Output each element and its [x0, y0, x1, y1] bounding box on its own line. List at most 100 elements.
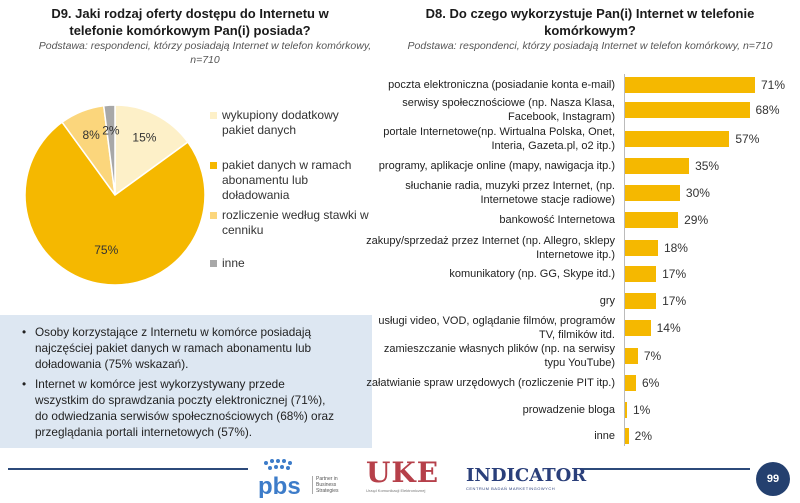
bar-category-label-line: Internetowe stacje radiowe)	[480, 194, 615, 206]
bar-data-label: 1%	[633, 403, 651, 417]
bar-category-label-line: Interia, Gazeta.pl, o2 itp.)	[491, 140, 615, 152]
bar-category-label: programy, aplikacje online (mapy, nawiga…	[340, 159, 615, 173]
pie-slice	[24, 121, 206, 286]
bar-category-label: zakupy/sprzedaż przez Internet (np. Alle…	[340, 234, 615, 262]
bar	[625, 185, 680, 201]
bar-data-label: 14%	[656, 321, 681, 335]
bullet-line: najczęściej pakiet danych w ramach abona…	[35, 341, 312, 355]
pie-data-label: 8%	[82, 128, 100, 142]
bar-data-label: 30%	[685, 186, 710, 200]
bar-data-label: 17%	[662, 294, 687, 308]
bar-category-label-line: Internetowe itp.)	[536, 249, 615, 261]
pie-chart-base-note: Podstawa: respondenci, którzy posiadają …	[38, 40, 372, 66]
bar	[625, 428, 629, 444]
bar-data-label: 6%	[641, 376, 660, 390]
bar	[625, 375, 636, 391]
bar-category-label: słuchanie radia, muzyki przez Internet, …	[340, 179, 615, 207]
indicator-logo: INDICATOR CENTRUM BADAŃ MARKETINGOWYCH	[466, 465, 587, 492]
bar-category-label-line: bankowość Internetowa	[499, 214, 615, 226]
bar-category-label-line: zakupy/sprzedaż przez Internet (np. Alle…	[366, 235, 615, 247]
bar-category-label-line: załatwianie spraw urzędowych (rozliczeni…	[366, 377, 615, 389]
bar-category-label: portale Internetowe(np. Wirtualna Polska…	[340, 125, 615, 153]
bar-chart-base-note: Podstawa: respondenci, którzy posiadają …	[407, 40, 773, 52]
legend-label: pakiet danych w ramach abonamentu lub do…	[222, 158, 352, 202]
pie-slice	[114, 104, 189, 197]
bar	[625, 158, 690, 174]
legend-swatch	[210, 260, 217, 267]
bar	[625, 131, 730, 147]
bar-category-label-line: TV, filmików itd.	[538, 329, 615, 341]
bar	[625, 240, 658, 256]
pie-legend-item: wykupiony dodatkowy pakiet danych	[210, 108, 372, 138]
bar-data-label: 7%	[643, 349, 662, 363]
pie-chart-title: D9. Jaki rodzaj oferty dostępu do Intern…	[51, 6, 329, 38]
bar	[625, 293, 657, 309]
pie-data-label: 75%	[94, 243, 118, 257]
legend-label: rozliczenie według stawki w cenniku	[222, 208, 369, 237]
bullet-dot: •	[22, 325, 27, 339]
bar-data-label: 29%	[684, 213, 709, 227]
summary-box	[0, 315, 372, 448]
bar-data-label: 57%	[735, 132, 760, 146]
pie-legend-item: pakiet danych w ramach abonamentu lub do…	[210, 158, 372, 203]
bullet-line: Internet w komórce jest wykorzystywany p…	[35, 377, 285, 391]
footer-line-right	[580, 468, 750, 470]
bar-category-label-line: usługi video, VOD, oglądanie filmów, pro…	[378, 315, 615, 327]
legend-label: wykupiony dodatkowy pakiet danych	[222, 108, 339, 137]
bar	[625, 320, 651, 336]
bar-category-label-line: typu YouTube)	[544, 357, 615, 369]
bar-axis-line	[624, 74, 625, 446]
pbs-logo-text: pbs	[258, 473, 301, 498]
bar-category-label-line: prowadzenie bloga	[522, 404, 615, 416]
pbs-logo: pbs	[256, 458, 308, 503]
bar-category-label: zamieszczanie własnych plików (np. na se…	[340, 342, 615, 370]
summary-bullet: • Internet w komórce jest wykorzystywany …	[22, 376, 365, 440]
bullet-line: wszystkim do sprawdzania poczty elektron…	[35, 393, 326, 407]
legend-swatch	[210, 112, 217, 119]
bar-category-label-line: słuchanie radia, muzyki przez Internet, …	[405, 180, 615, 192]
pie-legend-item: rozliczenie według stawki w cenniku	[210, 208, 372, 238]
legend-label: inne	[222, 256, 245, 270]
bullet-line: przeglądania portali internetowych (57%)…	[35, 425, 253, 439]
bar-category-label-line: komunikatory (np. GG, Skype itd.)	[449, 268, 615, 280]
bar-category-label-line: gry	[599, 295, 615, 307]
bullet-line: do odwiedzania serwisów społecznościowyc…	[35, 409, 334, 423]
bar	[625, 77, 755, 93]
summary-bullet: • Osoby korzystające z Internetu w komórc…	[22, 324, 365, 372]
bar-category-label-line: serwisy społecznościowe (np. Nasza Klasa…	[402, 97, 615, 109]
bar-category-label-line: inne	[594, 430, 615, 442]
bar-category-label-line: zamieszczanie własnych plików (np. na se…	[383, 343, 615, 355]
pbs-tagline: Partner in Business Strategies	[312, 476, 339, 494]
bar-data-label: 17%	[662, 267, 687, 281]
bar-category-label: prowadzenie bloga	[340, 403, 615, 417]
bar	[625, 402, 627, 418]
bar-category-label: gry	[340, 294, 615, 308]
bar-category-label: komunikatory (np. GG, Skype itd.)	[340, 267, 615, 281]
pie-legend-item: inne	[210, 256, 372, 271]
bar-category-label: usługi video, VOD, oglądanie filmów, pro…	[340, 314, 615, 342]
bar-data-label: 68%	[755, 103, 780, 117]
legend-swatch	[210, 162, 217, 169]
bullet-line: Osoby korzystające z Internetu w komórce…	[35, 325, 312, 339]
pie-data-label: 15%	[132, 130, 156, 144]
uke-logo: UKE Urząd Komunikacji Elektronicznej	[366, 456, 440, 494]
page-number: 99	[756, 462, 790, 496]
bar-category-label: bankowość Internetowa	[340, 213, 615, 227]
bar-category-label-line: programy, aplikacje online (mapy, nawiga…	[378, 160, 615, 172]
bar	[625, 348, 638, 364]
pie-chart: 15% 75% 8% 2%	[24, 104, 206, 286]
pie-slice	[102, 104, 116, 196]
bar-category-label: inne	[340, 429, 615, 443]
bar-data-label: 71%	[761, 78, 786, 92]
pbs-logo-mark: pbs	[258, 459, 301, 500]
bar-data-label: 18%	[663, 241, 688, 255]
bar-category-label-line: Facebook, Instagram)	[508, 111, 615, 123]
pie-data-label: 2%	[102, 123, 120, 137]
bar-data-label: 2%	[634, 429, 652, 443]
bar-data-label: 35%	[695, 159, 720, 173]
bar	[625, 212, 679, 228]
footer-line-left	[8, 468, 248, 470]
legend-swatch	[210, 212, 217, 219]
bar	[625, 102, 750, 118]
bullet-line: doładowania (75% wskazań).	[35, 357, 189, 371]
